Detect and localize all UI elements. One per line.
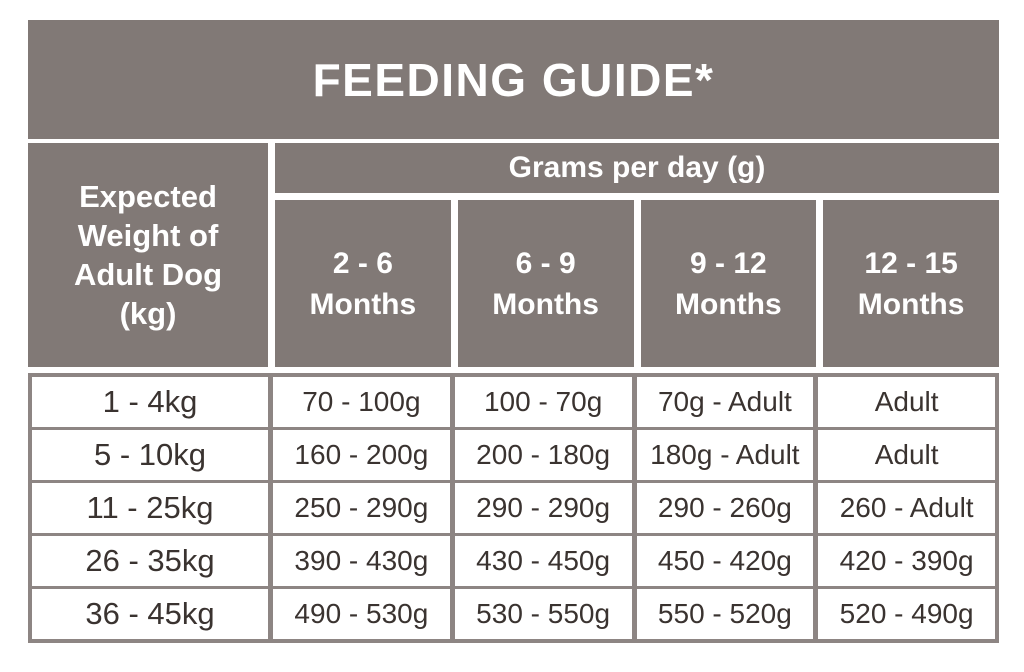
grams-value-cell: 290 - 260g: [636, 483, 814, 533]
weight-header-line: Adult Dog: [73, 257, 223, 292]
grams-value-cell: 260 - Adult: [818, 483, 995, 533]
grams-per-day-header: Grams per day (g): [275, 143, 999, 193]
month-unit-label: Months: [675, 287, 782, 321]
month-range-label: 2 - 6: [332, 246, 393, 280]
grams-value-cell: 550 - 520g: [636, 589, 814, 639]
grams-value-cell: 200 - 180g: [454, 430, 632, 480]
feeding-guide-title: FEEDING GUIDE*: [28, 20, 999, 139]
grams-value-cell: 530 - 550g: [454, 589, 632, 639]
month-range-label: 6 - 9: [515, 246, 576, 280]
grams-value-cell: 250 - 290g: [273, 483, 450, 533]
grams-value-cell: 490 - 530g: [273, 589, 450, 639]
grams-value-cell: 70 - 100g: [273, 377, 450, 427]
table-header: Expected Weight of Adult Dog (kg) Grams …: [28, 143, 999, 367]
grams-value-cell: 450 - 420g: [636, 536, 814, 586]
weight-range-cell: 11 - 25kg: [32, 483, 268, 533]
month-column-header-6-9: 6 - 9 Months: [457, 200, 634, 367]
weight-range-cell: 1 - 4kg: [32, 377, 268, 427]
grams-value-cell: 520 - 490g: [818, 589, 995, 639]
month-column-header-12-15: 12 - 15 Months: [823, 200, 999, 367]
month-column-header-2-6: 2 - 6 Months: [275, 200, 451, 367]
month-unit-label: Months: [492, 287, 599, 321]
grams-value-cell: 390 - 430g: [273, 536, 450, 586]
month-unit-label: Months: [309, 287, 417, 321]
grams-value-cell: 430 - 450g: [454, 536, 632, 586]
month-unit-label: Months: [857, 287, 965, 321]
month-range-label: 12 - 15: [864, 246, 958, 280]
feeding-values-grid: 1 - 4kg 70 - 100g 100 - 70g 70g - Adult …: [28, 373, 999, 643]
feeding-guide-table: FEEDING GUIDE* Expected Weight of Adult …: [28, 20, 999, 643]
weight-range-cell: 26 - 35kg: [32, 536, 268, 586]
weight-range-cell: 5 - 10kg: [32, 430, 268, 480]
weight-header-line: Weight of: [77, 218, 219, 253]
grams-value-cell: 160 - 200g: [273, 430, 450, 480]
month-column-header-9-12: 9 - 12 Months: [640, 200, 817, 367]
grams-value-cell: 420 - 390g: [818, 536, 995, 586]
weight-header-line: (kg): [119, 296, 177, 331]
grams-value-cell: 290 - 290g: [454, 483, 632, 533]
weight-range-cell: 36 - 45kg: [32, 589, 268, 639]
grams-value-cell: 100 - 70g: [454, 377, 632, 427]
weight-column-header: Expected Weight of Adult Dog (kg): [28, 143, 268, 367]
grams-value-cell: Adult: [818, 377, 995, 427]
grams-value-cell: 70g - Adult: [636, 377, 814, 427]
month-range-label: 9 - 12: [690, 246, 767, 280]
weight-header-line: Expected: [79, 179, 217, 214]
grams-value-cell: Adult: [818, 430, 995, 480]
grams-value-cell: 180g - Adult: [636, 430, 814, 480]
